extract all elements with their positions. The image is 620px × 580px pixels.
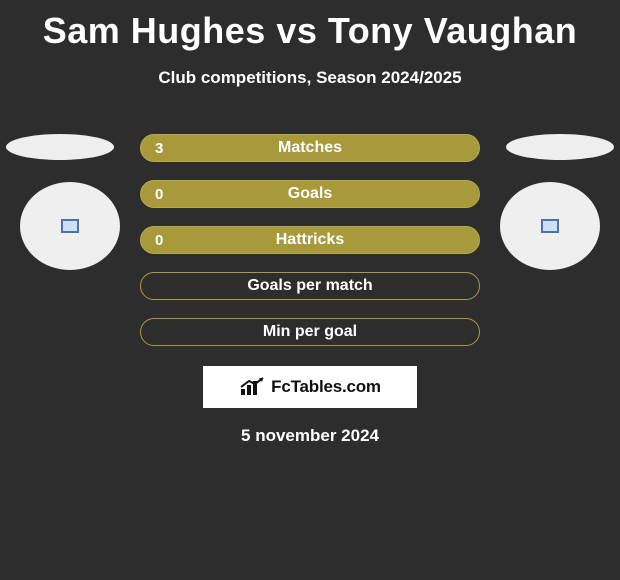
stat-label: Hattricks xyxy=(141,231,479,249)
stat-bars: 3 Matches 0 Goals 0 Hattricks Goals per … xyxy=(140,134,480,346)
stat-bar-min-per-goal: Min per goal xyxy=(140,318,480,346)
right-flag-icon xyxy=(541,219,559,233)
left-flag-icon xyxy=(61,219,79,233)
brand-name: FcTables.com xyxy=(271,377,381,397)
date-label: 5 november 2024 xyxy=(0,426,620,446)
left-team-circle xyxy=(20,182,120,270)
right-team-ellipse xyxy=(506,134,614,160)
brand-badge: FcTables.com xyxy=(203,366,417,408)
stat-value: 3 xyxy=(155,140,163,157)
stat-label: Goals per match xyxy=(141,277,479,295)
subtitle: Club competitions, Season 2024/2025 xyxy=(0,68,620,88)
stat-label: Goals xyxy=(141,185,479,203)
left-team-ellipse xyxy=(6,134,114,160)
stat-value: 0 xyxy=(155,232,163,249)
chart-icon xyxy=(239,377,267,397)
stat-value: 0 xyxy=(155,186,163,203)
stat-bar-goals: 0 Goals xyxy=(140,180,480,208)
comparison-content: 3 Matches 0 Goals 0 Hattricks Goals per … xyxy=(0,134,620,446)
stat-label: Matches xyxy=(141,139,479,157)
stat-bar-hattricks: 0 Hattricks xyxy=(140,226,480,254)
page-title: Sam Hughes vs Tony Vaughan xyxy=(0,0,620,52)
stat-label: Min per goal xyxy=(141,323,479,341)
stat-bar-matches: 3 Matches xyxy=(140,134,480,162)
right-team-circle xyxy=(500,182,600,270)
stat-bar-goals-per-match: Goals per match xyxy=(140,272,480,300)
